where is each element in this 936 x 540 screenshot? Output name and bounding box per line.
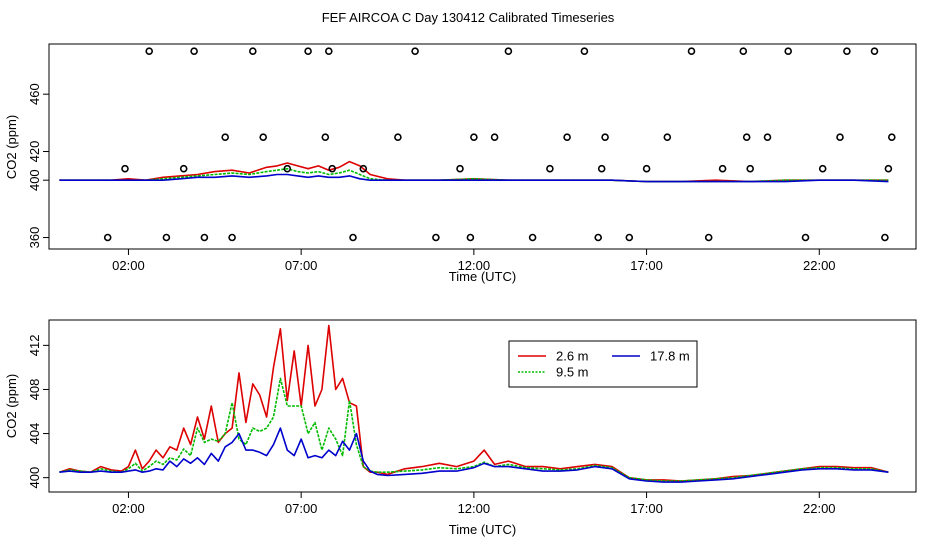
bottom-y-tick-label: 408 — [27, 379, 42, 401]
top-x-tick-label: 12:00 — [458, 258, 491, 273]
flag-marker — [179, 164, 188, 173]
legend-label-9-5m: 9.5 m — [556, 365, 589, 380]
bottom-x-tick-label: 07:00 — [285, 501, 318, 516]
top-y-label: CO2 (ppm) — [4, 115, 19, 179]
flag-marker — [884, 164, 893, 173]
bottom-y-tick-label: 412 — [27, 335, 42, 357]
flag-marker — [870, 47, 879, 56]
top-x-tick-label: 17:00 — [630, 258, 663, 273]
top-x-tick-label: 22:00 — [803, 258, 836, 273]
bottom-x-tick-label: 12:00 — [458, 501, 491, 516]
flag-marker — [324, 47, 333, 56]
flag-marker — [470, 133, 478, 141]
flag-marker — [642, 164, 651, 173]
flag-marker — [843, 47, 851, 56]
flag-marker — [304, 47, 312, 56]
top-y-tick-label: 460 — [27, 83, 42, 105]
flag-marker — [466, 233, 475, 242]
flag-marker — [818, 164, 827, 173]
flag-marker — [359, 164, 368, 173]
top-x-axis: 02:00 07:00 12:00 17:00 22:00 — [112, 249, 836, 273]
flag-marker — [746, 164, 755, 173]
top-y-axis: 360 400 420 460 — [27, 83, 49, 248]
flag-marker — [103, 233, 112, 242]
bottom-series-17-8-mm-line — [59, 427, 889, 483]
bottom-y-axis: 400 404 408 412 — [27, 335, 49, 489]
flag-marker — [249, 47, 257, 56]
bottom-y-tick-label: 404 — [27, 423, 42, 445]
top-flag-markers — [103, 47, 896, 242]
flag-marker — [259, 133, 268, 141]
bottom-y-tick-label: 400 — [27, 467, 42, 489]
flag-marker — [597, 164, 606, 173]
flag-marker — [200, 233, 209, 242]
flag-marker — [394, 133, 402, 141]
bottom-y-label: CO2 (ppm) — [4, 374, 19, 438]
flag-marker — [504, 47, 513, 56]
top-plot-frame — [48, 43, 917, 250]
flag-marker — [162, 233, 171, 242]
bottom-plot-frame — [48, 319, 917, 493]
flag-marker — [625, 233, 634, 242]
flag-marker — [836, 133, 844, 141]
flag-marker — [801, 233, 810, 242]
bottom-panel: 02:00 07:00 12:00 17:00 22:00 400 404 408 412 T… — [4, 319, 917, 537]
bottom-x-tick-label: 02:00 — [112, 501, 145, 516]
flag-marker — [328, 164, 337, 173]
top-series-lines — [59, 160, 889, 183]
top-y-tick-label: 400 — [27, 169, 42, 191]
top-y-tick-label: 420 — [27, 141, 42, 163]
top-x-tick-label: 07:00 — [285, 258, 318, 273]
flag-marker — [321, 133, 330, 141]
flag-marker — [221, 133, 229, 141]
legend-box — [508, 340, 698, 388]
flag-marker — [432, 233, 440, 242]
legend: 2.6 m 9.5 m 17.8 m — [508, 340, 698, 388]
bottom-x-tick-label: 22:00 — [803, 501, 836, 516]
flag-marker — [528, 233, 537, 242]
legend-label-2-6m: 2.6 m — [556, 349, 589, 364]
flag-marker — [742, 133, 751, 141]
flag-marker — [784, 47, 793, 56]
bottom-series-9-5-mm-line — [59, 377, 889, 482]
bottom-series-2-6-mm-line — [59, 324, 889, 482]
flag-marker — [411, 47, 419, 56]
flag-marker — [718, 164, 727, 173]
bottom-x-label: Time (UTC) — [449, 522, 516, 537]
flag-marker — [190, 47, 198, 56]
flag-marker — [663, 133, 672, 141]
flag-marker — [145, 47, 153, 56]
flag-marker — [349, 233, 357, 242]
flag-marker — [490, 133, 499, 141]
top-y-tick-label: 360 — [27, 227, 42, 249]
flag-marker — [763, 133, 772, 141]
flag-marker — [546, 164, 554, 173]
flag-marker — [881, 233, 889, 242]
bottom-x-tick-label: 17:00 — [630, 501, 663, 516]
flag-marker — [601, 133, 609, 141]
flag-marker — [283, 164, 292, 173]
flag-marker — [580, 47, 589, 56]
flag-marker — [739, 47, 748, 56]
top-panel: 02:00 07:00 12:00 17:00 22:00 360 400 420 460 T… — [4, 43, 917, 284]
figure-title: FEF AIRCOA C Day 130412 Calibrated Times… — [322, 10, 615, 25]
flag-marker — [704, 233, 713, 242]
flag-marker — [687, 47, 696, 56]
top-x-label: Time (UTC) — [449, 269, 516, 284]
legend-label-17-8m: 17.8 m — [650, 349, 690, 364]
top-series-17-8-mm-line — [59, 173, 889, 183]
bottom-x-axis: 02:00 07:00 12:00 17:00 22:00 — [112, 492, 836, 516]
flag-marker — [228, 233, 236, 242]
top-x-tick-label: 02:00 — [112, 258, 145, 273]
bottom-series-lines — [59, 324, 889, 483]
flag-marker — [121, 164, 129, 173]
flag-marker — [887, 133, 896, 141]
flag-marker — [563, 133, 571, 141]
flag-marker — [594, 233, 603, 242]
flag-marker — [456, 164, 464, 173]
